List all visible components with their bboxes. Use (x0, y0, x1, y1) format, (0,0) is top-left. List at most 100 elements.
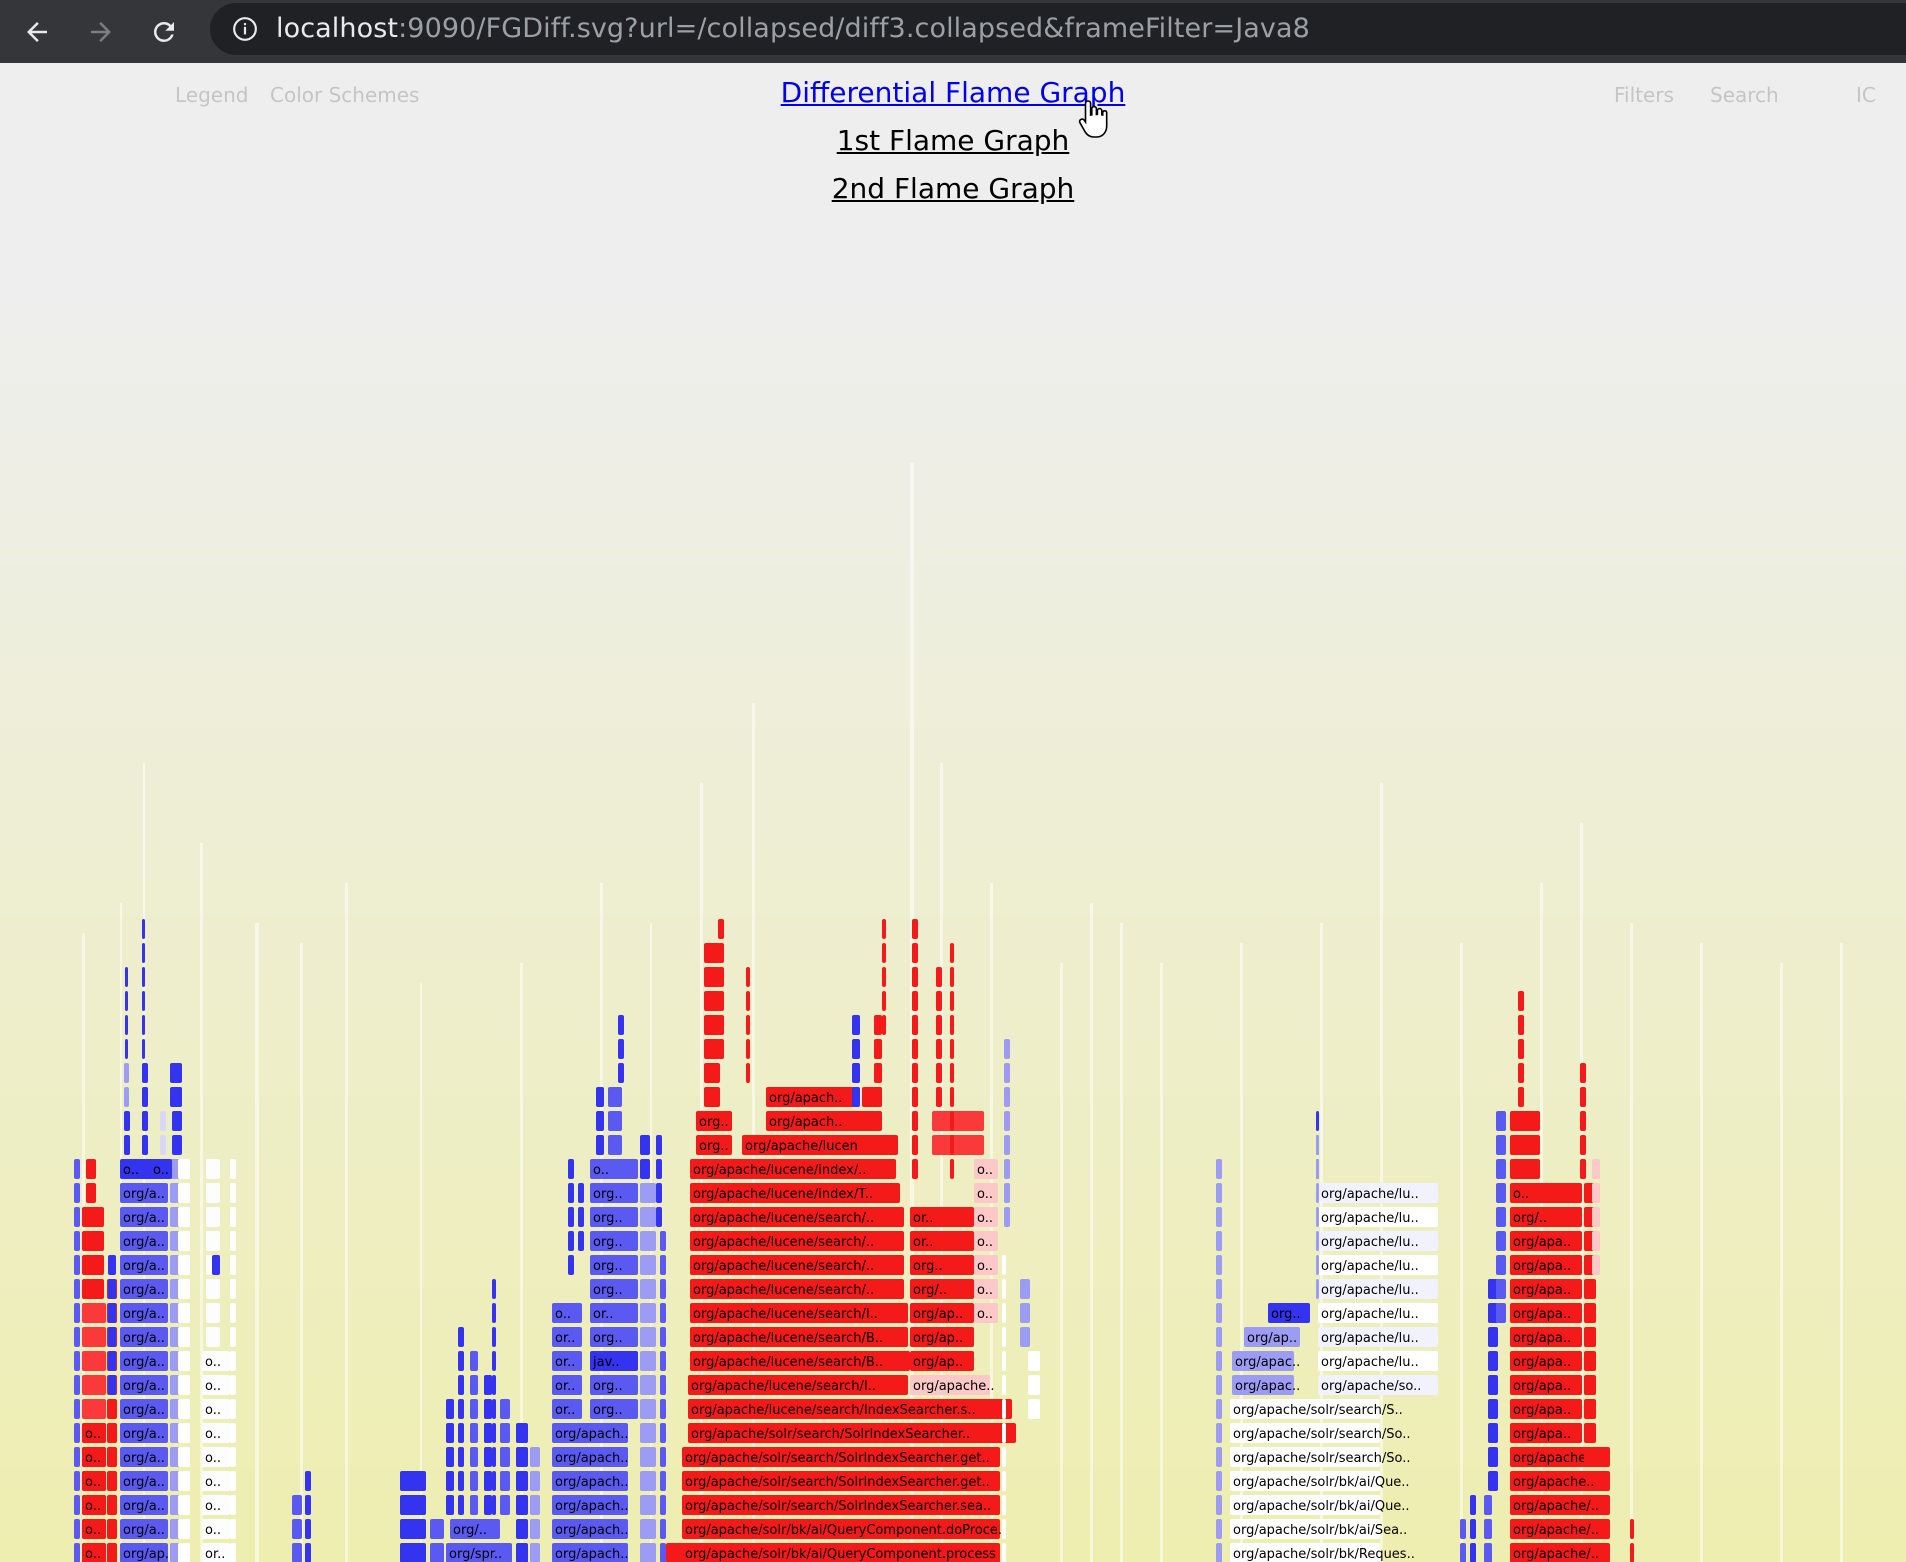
left-red-frame[interactable] (82, 1471, 106, 1491)
flame-frame[interactable] (1020, 1327, 1030, 1347)
search-menu[interactable]: Search (1710, 83, 1779, 107)
left-column-frame[interactable] (120, 1471, 168, 1491)
flame-frame[interactable] (1584, 1303, 1596, 1323)
flame-frame[interactable] (492, 1351, 496, 1371)
flame-frame[interactable] (1316, 1207, 1319, 1227)
flame-frame[interactable] (1216, 1183, 1222, 1203)
flame-frame[interactable] (170, 1399, 180, 1419)
flame-frame[interactable] (596, 1111, 604, 1131)
flame-frame[interactable] (1004, 1111, 1010, 1131)
flame-frame[interactable] (458, 1471, 464, 1491)
flame-frame[interactable] (74, 1375, 80, 1395)
flame-frame[interactable] (1028, 1399, 1040, 1419)
left-white-frame[interactable] (202, 1351, 230, 1371)
right-upper-frame[interactable] (1318, 1207, 1438, 1227)
flame-frame[interactable] (1488, 1279, 1498, 1299)
flame-frame[interactable] (178, 1543, 190, 1562)
flame-frame[interactable] (618, 1039, 624, 1059)
flame-frame[interactable] (1496, 1111, 1506, 1131)
flame-frame[interactable] (142, 967, 145, 987)
flame-frame[interactable] (1020, 1303, 1030, 1323)
flame-frame[interactable] (660, 1375, 666, 1395)
flame-frame[interactable] (170, 1279, 180, 1299)
flame-frame[interactable] (1518, 1039, 1524, 1059)
far-right-frame[interactable] (1510, 1543, 1610, 1562)
flame-frame[interactable] (82, 1375, 106, 1395)
flame-frame[interactable] (516, 1423, 528, 1443)
flame-frame[interactable] (640, 1303, 656, 1323)
flame-frame[interactable] (292, 1543, 302, 1562)
right-blue-frame[interactable] (1232, 1351, 1294, 1371)
flame-frame[interactable] (1020, 1279, 1030, 1299)
flame-frame[interactable] (1004, 1135, 1010, 1155)
mid-blue-frame[interactable] (552, 1447, 628, 1467)
flame-frame[interactable] (170, 1543, 180, 1562)
flame-frame[interactable] (170, 1255, 180, 1275)
mid-blue-frame[interactable] (552, 1519, 628, 1539)
flame-frame[interactable] (660, 1231, 666, 1251)
mid-blue-frame[interactable] (590, 1207, 638, 1227)
flame-frame[interactable] (1580, 1063, 1586, 1083)
left-red-frame[interactable] (82, 1543, 106, 1562)
flame-frame[interactable] (170, 1423, 180, 1443)
flame-frame[interactable] (492, 1447, 496, 1467)
flame-frame[interactable] (458, 1327, 464, 1347)
flame-frame[interactable] (568, 1255, 574, 1275)
flame-frame[interactable] (107, 1423, 117, 1443)
flame-frame[interactable] (950, 1159, 954, 1179)
flame-frame[interactable] (568, 1207, 574, 1227)
flame-frame[interactable] (596, 1135, 604, 1155)
flame-frame[interactable] (936, 1087, 942, 1107)
flame-frame[interactable] (1002, 1303, 1006, 1323)
right-upper-frame[interactable] (1318, 1375, 1438, 1395)
flame-frame[interactable] (1488, 1399, 1498, 1419)
center-red-frame[interactable] (696, 1111, 732, 1131)
flame-frame[interactable] (530, 1543, 540, 1562)
mid-blue-left-frame[interactable] (552, 1375, 582, 1395)
flame-frame[interactable] (1488, 1303, 1498, 1323)
flame-frame[interactable] (746, 991, 750, 1011)
mid-blue-frame[interactable] (590, 1255, 638, 1275)
flame-frame[interactable] (1630, 1519, 1634, 1539)
left-column-frame[interactable] (120, 1183, 168, 1203)
flame-frame[interactable] (1484, 1519, 1492, 1539)
flame-frame[interactable] (446, 1495, 454, 1515)
flame-frame[interactable] (1470, 1543, 1476, 1562)
flame-frame[interactable] (446, 1423, 454, 1443)
flame-frame[interactable] (640, 1183, 656, 1203)
flame-frame[interactable] (936, 1039, 942, 1059)
flame-frame[interactable] (170, 1183, 180, 1203)
flame-frame[interactable] (1460, 1543, 1466, 1562)
flame-frame[interactable] (170, 1087, 182, 1107)
flame-frame[interactable] (1484, 1495, 1492, 1515)
left-column-frame[interactable] (120, 1543, 168, 1562)
far-right-frame[interactable] (1510, 1375, 1582, 1395)
far-right-frame[interactable] (1510, 1327, 1582, 1347)
flame-frame[interactable] (492, 1279, 496, 1299)
flame-frame[interactable] (912, 967, 918, 987)
flame-frame[interactable] (1216, 1207, 1222, 1227)
flame-frame[interactable] (882, 1015, 886, 1035)
flame-frame[interactable] (1002, 1375, 1006, 1395)
center-red-frame[interactable] (682, 1447, 1000, 1467)
center-red-frame[interactable] (688, 1399, 1012, 1419)
flame-frame[interactable] (125, 1039, 128, 1059)
flame-frame[interactable] (124, 1111, 130, 1131)
far-right-frame[interactable] (1510, 1471, 1610, 1491)
flame-frame[interactable] (1002, 1351, 1006, 1371)
center-red-frame[interactable] (690, 1207, 904, 1227)
flame-frame[interactable] (492, 1327, 496, 1347)
lower-blue-frame[interactable] (446, 1543, 512, 1562)
center-red-frame[interactable] (688, 1423, 1016, 1443)
flame-frame[interactable] (142, 1111, 148, 1131)
flame-frame[interactable] (230, 1543, 236, 1562)
far-right-frame[interactable] (1510, 1423, 1582, 1443)
center-red-frame[interactable] (682, 1543, 1000, 1562)
flame-frame[interactable] (500, 1447, 510, 1467)
flame-frame[interactable] (1316, 1279, 1319, 1299)
flame-frame[interactable] (578, 1231, 584, 1251)
flame-frame[interactable] (852, 1087, 860, 1107)
flame-frame[interactable] (1216, 1519, 1222, 1539)
flame-frame[interactable] (874, 1063, 882, 1083)
flame-frame[interactable] (124, 1087, 129, 1107)
